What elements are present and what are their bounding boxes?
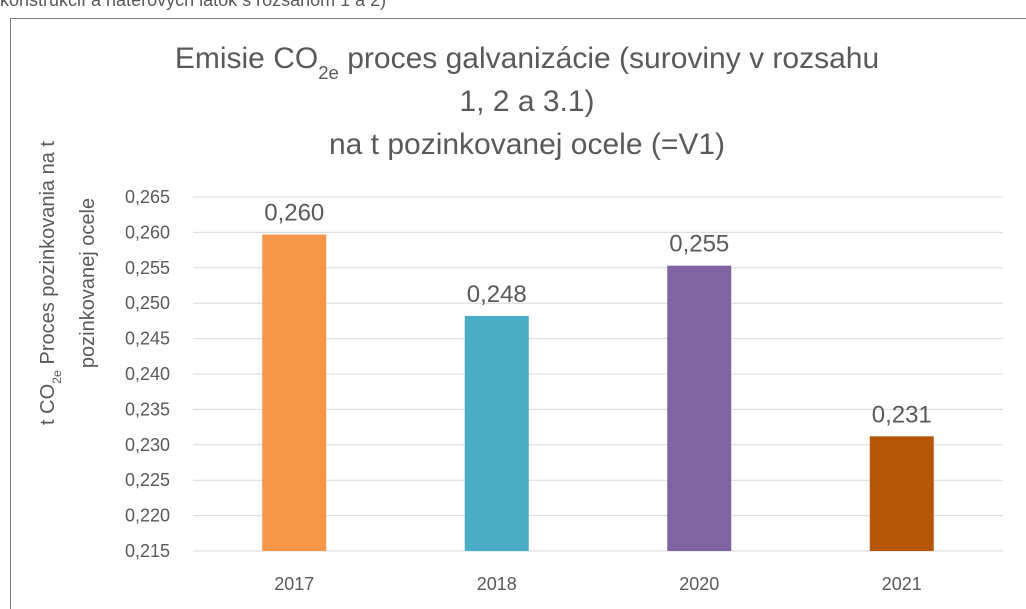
x-tick-label: 2017: [274, 574, 314, 594]
y-axis-label-part: Proces pozinkovania na t: [37, 141, 59, 370]
y-tick-label: 0,220: [125, 506, 170, 526]
chart-title-part: 2e: [318, 62, 339, 83]
y-tick-label: 0,245: [125, 329, 170, 349]
y-tick-label: 0,215: [125, 541, 170, 561]
value-label: 0,248: [467, 281, 527, 308]
y-axis-label-part: t CO: [37, 384, 59, 425]
y-tick-label: 0,265: [125, 187, 170, 207]
y-axis-label: t CO2e Proces pozinkovania na t: [37, 141, 64, 425]
y-tick-label: 0,240: [125, 364, 170, 384]
x-tick-label: 2020: [679, 574, 719, 594]
y-tick-label: 0,235: [125, 399, 170, 419]
value-label: 0,231: [872, 401, 932, 428]
y-tick-label: 0,250: [125, 293, 170, 313]
value-label: 0,260: [264, 200, 324, 227]
y-tick-label: 0,255: [125, 258, 170, 278]
y-tick-label: 0,230: [125, 435, 170, 455]
y-tick-label: 0,225: [125, 470, 170, 490]
clipped-caption: konštrukcií a náterových látok s rozsaho…: [0, 0, 386, 10]
x-tick-label: 2021: [882, 574, 922, 594]
chart-title: Emisie CO2e proces galvanizácie (surovin…: [175, 42, 879, 83]
y-axis-label-part: 2e: [50, 370, 64, 384]
x-tick-label: 2018: [477, 574, 517, 594]
chart-title: 1, 2 a 3.1): [459, 85, 594, 118]
chart-title-part: 1, 2 a 3.1): [459, 85, 594, 118]
chart-title-part: na t pozinkovanej ocele (=V1): [329, 128, 725, 161]
chart-title-part: Emisie CO: [175, 42, 318, 75]
y-axis-label-part: pozinkovanej ocele: [77, 198, 99, 368]
bar: [667, 265, 732, 551]
bar: [869, 436, 934, 551]
bar: [262, 234, 327, 552]
value-label: 0,255: [669, 231, 729, 258]
chart-title: na t pozinkovanej ocele (=V1): [329, 128, 725, 161]
y-axis-label: pozinkovanej ocele: [77, 198, 99, 368]
chart-title-part: proces galvanizácie (suroviny v rozsahu: [339, 42, 879, 75]
y-tick-label: 0,260: [125, 222, 170, 242]
bar: [464, 315, 529, 551]
chart-frame: [10, 18, 1026, 609]
